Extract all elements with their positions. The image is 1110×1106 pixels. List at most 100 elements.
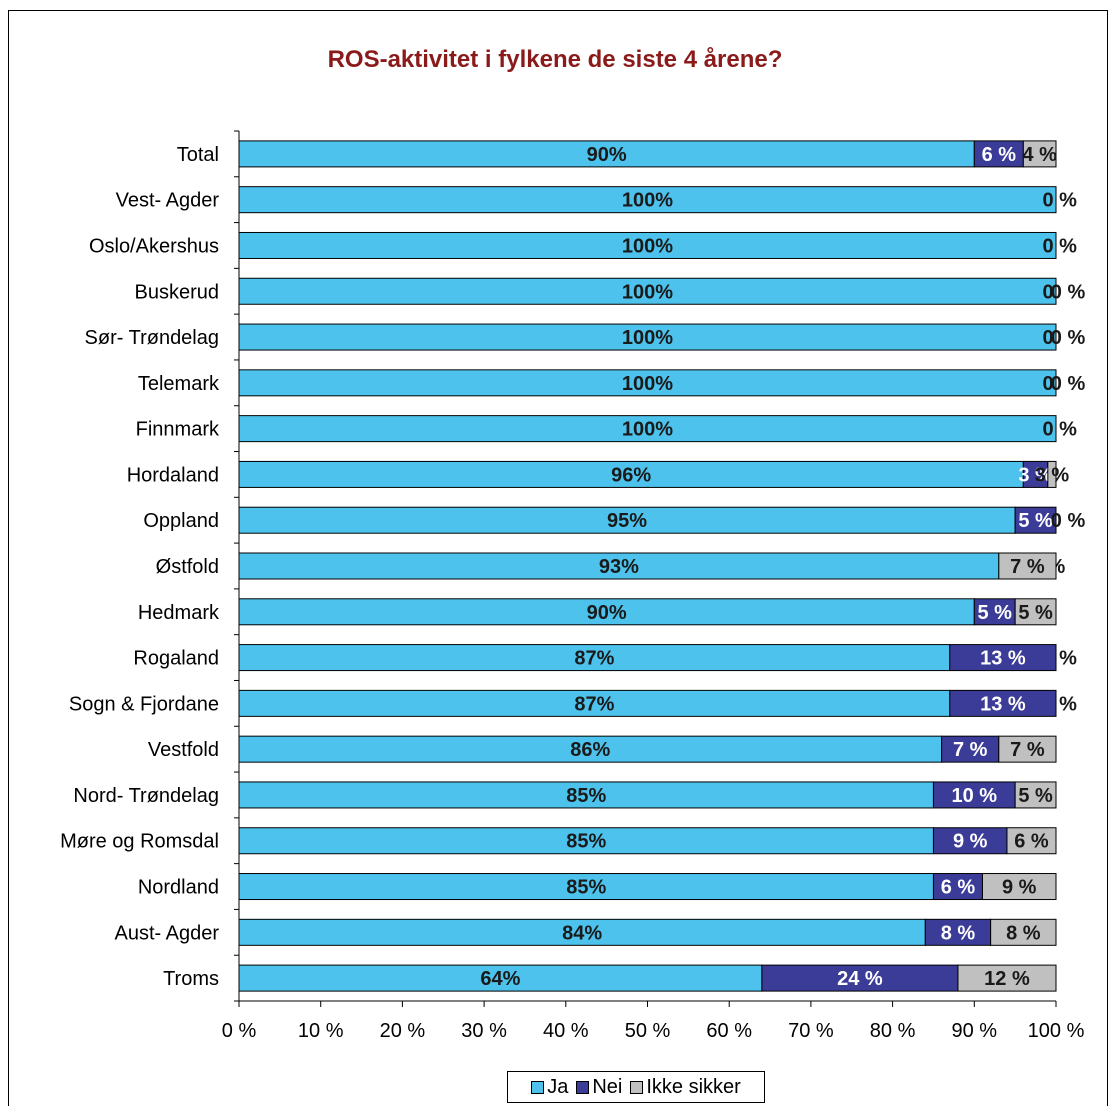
bar-nei [1022,460,1049,488]
bar-ja [238,598,975,626]
category-label: Troms [163,968,219,990]
data-label-ja: 100% [622,235,673,257]
bar-nei [924,918,992,946]
data-label-nei: 9 % [953,831,988,853]
bar-ja [238,323,1057,351]
x-tick-label: 80 % [870,1020,916,1042]
x-tick-label: 60 % [706,1020,752,1042]
legend-swatch-ja [531,1080,545,1094]
category-label: Hedmark [138,602,220,624]
x-tick-label: 70 % [788,1020,834,1042]
bar-ikke-sikker [1014,781,1057,809]
bar-ja [238,506,1016,534]
data-label-ikke-sikker: % [1059,693,1077,715]
data-label-nei: 0 [1042,281,1053,303]
category-label: Sogn & Fjordane [69,693,219,715]
bar-ja [238,644,951,672]
data-label-nei: 8 % [941,922,976,944]
data-label-ikke-sikker: 7 % [1010,739,1045,761]
data-label-nei: 5 % [977,602,1012,624]
category-label: Finnmark [136,419,220,441]
bar-ja [238,964,763,992]
data-label-ikke-sikker: 0 % [1051,281,1086,303]
legend-swatch-ikke-sikker [630,1080,644,1094]
bar-ja [238,781,934,809]
legend-label-ikke-sikker: Ikke sikker [646,1075,741,1098]
legend-swatch-nei [576,1080,590,1094]
bar-ikke-sikker [990,918,1057,946]
data-label-nei: 3 % [1018,464,1053,486]
bar-ikke-sikker [957,964,1057,992]
data-label-ikke-sikker: 7 % [1010,556,1045,578]
chart-legend: Ja Nei Ikke sikker [507,1071,765,1103]
bar-ikke-sikker [1047,460,1057,488]
category-label: Hordaland [127,464,219,486]
bar-ja [238,460,1024,488]
bar-ikke-sikker [1014,598,1057,626]
bar-ja [238,277,1057,305]
chart-frame [8,10,1108,1106]
category-label: Rogaland [133,648,219,670]
data-label-ja: 85% [566,785,606,807]
bar-ja [238,735,943,763]
data-label-ja: 93% [599,556,639,578]
data-label-ikke-sikker: 0 % [1051,327,1086,349]
data-label-ja: 100% [622,373,673,395]
bar-nei [932,781,1016,809]
data-label-ikke-sikker: % [1059,235,1077,257]
data-label-ja: 84% [562,922,602,944]
data-label-ikke-sikker: 8 % [1006,922,1041,944]
data-label-ikke-sikker: % [1059,190,1077,212]
bar-ja [238,552,1000,580]
bar-ja [238,415,1057,443]
category-label: Buskerud [135,281,220,303]
bar-nei [932,873,983,901]
data-label-nei: 24 % [837,968,883,990]
data-label-ikke-sikker: 5 % [1018,785,1053,807]
data-label-nei: 0 [1042,235,1053,257]
data-label-ikke-sikker: 4 % [1022,144,1057,166]
bar-ja [238,186,1057,214]
data-label-ja: 85% [566,831,606,853]
category-label: Total [177,144,219,166]
bar-nei [949,644,1057,672]
bar-ikke-sikker [998,735,1057,763]
x-tick-label: 90 % [952,1020,998,1042]
data-label-ikke-sikker: 12 % [984,968,1030,990]
data-label-ikke-sikker: 6 % [1014,831,1049,853]
bar-ja [238,231,1057,259]
bar-ikke-sikker [1006,827,1057,855]
bar-ja [238,369,1057,397]
x-tick-label: 40 % [543,1020,589,1042]
bar-ja [238,918,926,946]
data-label-ja: 100% [622,190,673,212]
bar-ikke-sikker [998,552,1057,580]
bar-nei [1014,506,1057,534]
data-label-ikke-sikker: 0 % [1051,373,1086,395]
data-label-nei: 6 % [982,144,1017,166]
bar-nei [932,827,1008,855]
category-label: Sør- Trøndelag [85,327,219,349]
bar-ikke-sikker [1022,140,1057,168]
data-label-nei: 0 [1042,327,1053,349]
data-label-ja: 100% [622,327,673,349]
data-label-nei: 5 % [1018,510,1053,532]
data-label-nei: 0 [1042,419,1053,441]
data-label-ikke-sikker: % [1059,419,1077,441]
bar-ja [238,873,934,901]
data-label-ikke-sikker: 3 % [1035,464,1070,486]
category-label: Aust- Agder [114,922,219,944]
data-label-ja: 100% [622,281,673,303]
x-tick-label: 20 % [380,1020,426,1042]
data-label-ja: 85% [566,877,606,899]
stacked-bar-chart: 0 % 10 % 20 % 30 % 40 % 50 % 60 % 70 % 80 % 90 % 1… [60,130,1086,1042]
data-label-ja: 90% [587,144,627,166]
chart-title: ROS-aktivitet i fylkene de siste 4 årene… [327,46,783,73]
data-label-ja: 87% [574,648,614,670]
x-tick-label: 0 % [222,1020,257,1042]
data-label-ikke-sikker: 5 % [1018,602,1053,624]
category-label: Møre og Romsdal [60,831,219,853]
x-tick-label: 10 % [298,1020,344,1042]
data-label-nei: 7 % [953,739,988,761]
data-label-ja: 86% [570,739,610,761]
